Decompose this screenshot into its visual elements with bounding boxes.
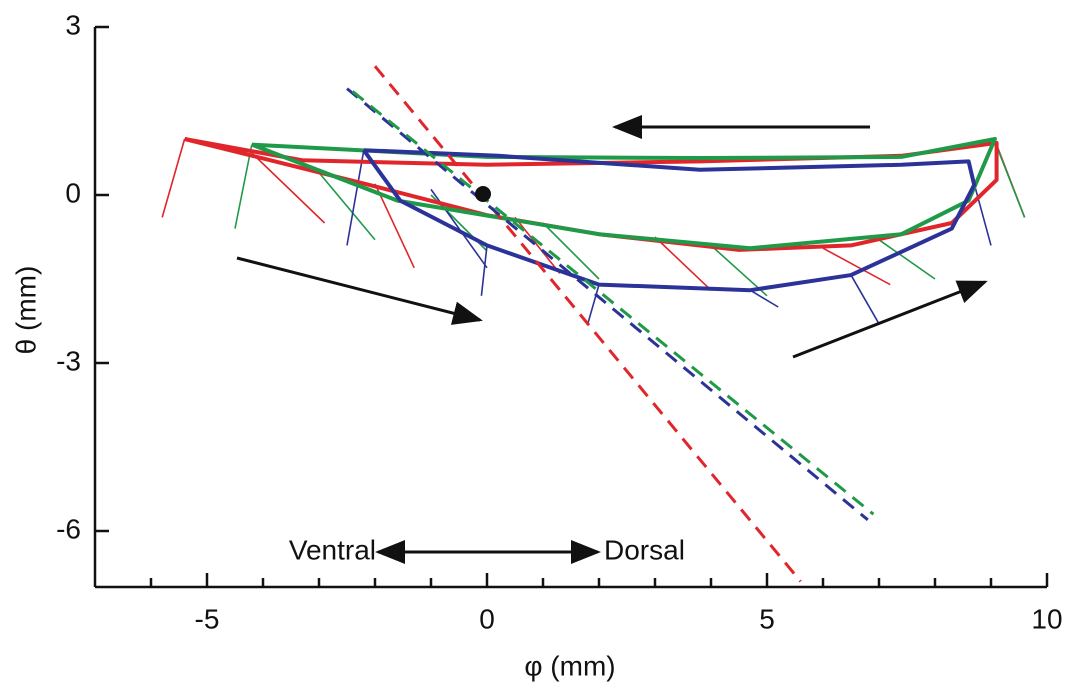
chord-stick (514, 216, 561, 274)
y-axis-label: θ (mm) (10, 266, 41, 355)
annotation: Dorsal (604, 534, 685, 565)
chord-stick (234, 144, 253, 229)
chord-stick (973, 183, 992, 246)
x-axis-label: φ (mm) (524, 650, 615, 681)
chord-stick (346, 150, 365, 246)
plot-area (93, 25, 1049, 589)
chord-stick (374, 183, 415, 269)
y-tick-label: -3 (56, 345, 81, 376)
chord-stick (480, 245, 488, 296)
dashed-line (346, 87, 869, 521)
x-tick-label: 0 (479, 603, 495, 634)
arrow (792, 280, 988, 359)
y-tick-label: -6 (56, 513, 81, 544)
chord-stick (850, 274, 880, 325)
chord-stick (542, 222, 600, 280)
chord-stick (749, 289, 779, 308)
arrow (236, 256, 483, 325)
y-tick-label: 0 (65, 177, 81, 208)
trajectory (251, 137, 997, 251)
y-tick-label: 3 (65, 9, 81, 40)
chord-stick (654, 236, 712, 291)
x-tick-label: 5 (759, 603, 775, 634)
chord-stick (587, 284, 600, 325)
chord-stick (993, 138, 1026, 218)
chord-stick (161, 138, 186, 218)
dashed-line (373, 65, 802, 583)
chord-stick (251, 152, 326, 224)
origin-dot (475, 186, 491, 202)
chord-stick (822, 247, 891, 286)
chord-stick (318, 172, 376, 241)
trajectory (362, 148, 977, 293)
x-tick-label: -5 (195, 603, 220, 634)
dashed-line (351, 90, 875, 516)
chord-stick (878, 239, 936, 280)
x-tick-label: 10 (1031, 603, 1062, 634)
annotation: Ventral (289, 534, 376, 565)
